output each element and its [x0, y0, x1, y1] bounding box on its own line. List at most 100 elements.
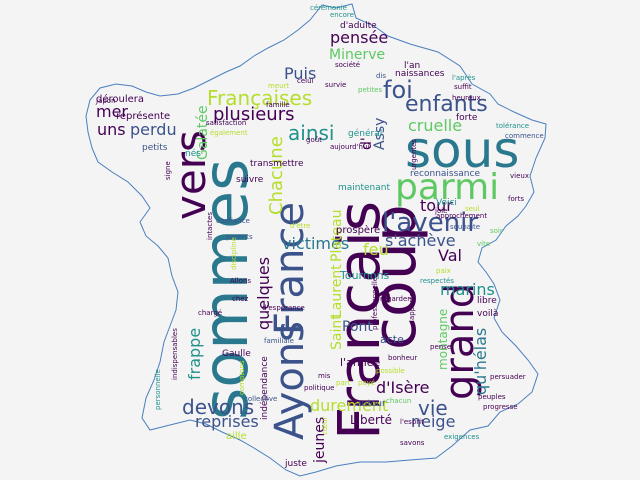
word-28: d'Isère — [376, 378, 430, 397]
word-113: satisfaction — [206, 119, 247, 127]
word-33: quelques — [254, 256, 273, 330]
word-40: durement — [310, 396, 389, 415]
word-53: déroulera — [96, 94, 145, 105]
word-15: Minerve — [329, 47, 386, 63]
word-71: prospère — [336, 225, 381, 236]
word-10: Françaises — [207, 86, 313, 110]
word-89: naissances — [395, 69, 445, 79]
word-72: général — [348, 129, 383, 139]
word-69: politique — [304, 384, 335, 392]
word-50: uns — [97, 120, 126, 139]
word-39: acte — [380, 333, 404, 346]
word-26: montagne — [436, 308, 450, 370]
word-41: devons — [182, 395, 255, 419]
word-13: Puis — [284, 64, 317, 83]
word-86: l'esprit — [400, 418, 424, 426]
word-95: tolérance — [496, 122, 530, 130]
word-99: soir — [490, 227, 503, 235]
word-68: familiale — [264, 337, 294, 345]
word-25: marins — [440, 280, 495, 299]
word-65: chez — [232, 295, 249, 303]
word-51: mer — [96, 102, 129, 121]
word-87: savons — [400, 439, 425, 447]
word-27: qu'hélas — [471, 327, 490, 395]
word-57: confiance — [216, 217, 250, 225]
word-18: cruelle — [408, 116, 463, 135]
word-16: foi — [383, 76, 413, 104]
word-80: regarder — [380, 295, 411, 303]
word-122: comptons — [238, 360, 246, 395]
word-107: Japon — [96, 97, 116, 105]
word-45: Liberté — [350, 413, 393, 427]
word-78: Voici — [436, 198, 457, 208]
word-9: l'avenir — [382, 208, 479, 238]
word-111: petites — [358, 86, 383, 94]
word-56: suivre — [236, 175, 264, 185]
word-129: seul — [465, 205, 480, 213]
word-110: survie — [325, 81, 347, 89]
word-23: feu — [363, 240, 389, 259]
word-102: bonheur — [388, 354, 418, 362]
word-132: l'après — [452, 74, 476, 82]
word-32: victimes — [282, 234, 350, 253]
word-44: l'année — [340, 356, 381, 369]
word-70: maintenant — [338, 183, 391, 193]
word-75: reconnaissance — [410, 169, 481, 179]
word-24: Val — [438, 246, 462, 265]
word-37: Tournons — [340, 269, 390, 282]
word-130: d'être — [290, 222, 311, 230]
word-58: parents — [226, 233, 253, 241]
word-92: suffit — [454, 83, 472, 91]
word-133: possible — [376, 367, 405, 375]
word-17: enfants — [405, 92, 488, 117]
word-59: Gaulle — [222, 349, 251, 359]
word-112: famille — [266, 101, 290, 109]
word-81: libre — [477, 296, 497, 306]
france-border-path — [85, 3, 547, 477]
word-84: progresse — [483, 403, 518, 411]
word-76: approchement — [436, 212, 488, 220]
word-97: vieux — [510, 172, 529, 180]
word-5: parmi — [395, 167, 500, 208]
word-120: indispensables — [171, 328, 179, 380]
word-38: Pont — [342, 319, 373, 335]
word-106: persuader — [490, 373, 526, 381]
word-49: perdu — [130, 120, 177, 139]
word-74: transmettre — [250, 159, 304, 169]
word-108: société — [335, 61, 361, 69]
word-88: l'an — [404, 61, 421, 71]
word-125: payé — [358, 379, 376, 387]
word-121: personnelle — [154, 369, 162, 410]
word-114: également — [210, 129, 248, 137]
word-85: exigences — [444, 433, 480, 441]
word-55: nés — [185, 149, 201, 159]
word-105: peuples — [478, 393, 506, 401]
word-67: d'espérance — [262, 304, 305, 312]
word-79: respectés — [420, 277, 454, 285]
word-124: apporte — [408, 292, 416, 320]
word-134: meurt — [268, 82, 290, 90]
word-14: pensée — [330, 28, 389, 47]
word-46: autour — [356, 399, 386, 409]
word-66: Allons — [230, 277, 252, 285]
word-29: vie — [418, 396, 448, 420]
word-109: celui — [297, 77, 314, 85]
word-119: discipline — [230, 237, 238, 270]
word-104: paix — [436, 267, 451, 275]
word-31: Chacune — [266, 136, 287, 215]
word-83: pense — [430, 343, 452, 351]
word-62: indépendance — [260, 356, 270, 420]
word-100: vite — [477, 240, 491, 248]
word-128: joie — [435, 207, 448, 215]
word-126: part — [336, 379, 351, 387]
word-127: cœur — [321, 416, 329, 435]
word-101: mis — [318, 372, 331, 380]
word-63: collective — [244, 395, 278, 403]
word-12: ainsi — [288, 121, 335, 145]
word-54: petits — [142, 143, 168, 153]
word-22: s'achève — [385, 231, 456, 250]
word-91: encore — [330, 11, 354, 19]
word-96: commence — [505, 132, 544, 140]
